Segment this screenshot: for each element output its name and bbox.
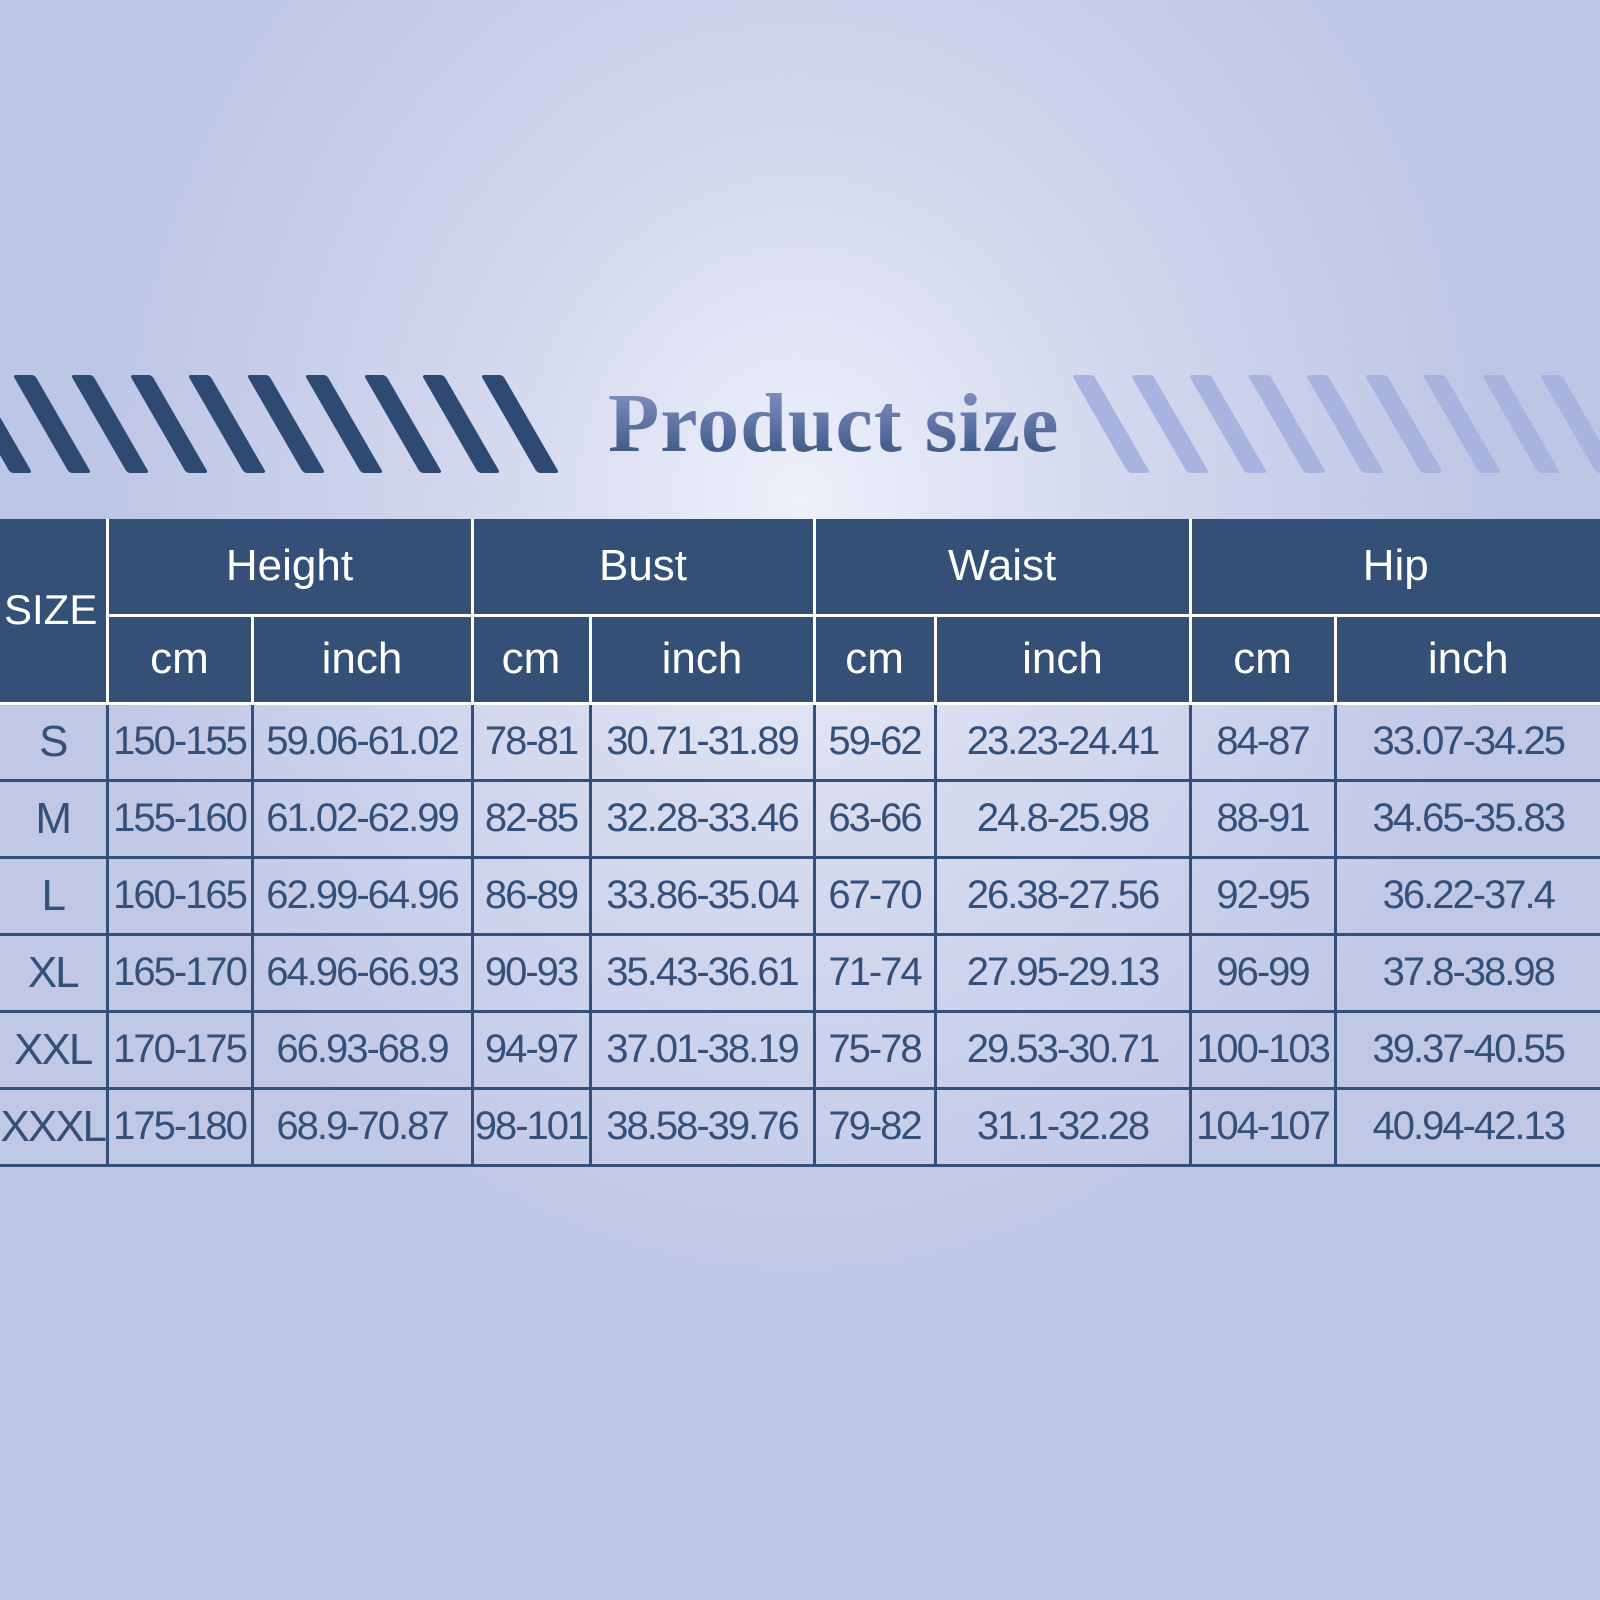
unit-header-cm: cm: [470, 615, 592, 705]
measurement-cell: 33.86-35.04: [588, 855, 816, 936]
size-label: XXXL: [0, 1086, 109, 1167]
measurement-cell: 90-93: [470, 932, 592, 1013]
measurement-cell: 64.96-66.93: [250, 932, 474, 1013]
measurement-cell: 86-89: [470, 855, 592, 936]
table-row: L 160-165 62.99-64.96 86-89 33.86-35.04 67-70…: [0, 855, 1600, 936]
measurement-cell: 175-180: [105, 1086, 254, 1167]
size-label: XXL: [0, 1009, 109, 1090]
size-label: L: [0, 855, 109, 936]
measurement-cell: 160-165: [105, 855, 254, 936]
stripes-left-decoration: [0, 375, 600, 473]
table-row: M 155-160 61.02-62.99 82-85 32.28-33.46 63-66…: [0, 778, 1600, 859]
measurement-cell: 170-175: [105, 1009, 254, 1090]
measurement-cell: 82-85: [470, 778, 592, 859]
measurement-cell: 155-160: [105, 778, 254, 859]
measurement-cell: 59-62: [812, 701, 937, 782]
table-row: XL 165-170 64.96-66.93 90-93 35.43-36.61 71-7…: [0, 932, 1600, 1013]
measurement-cell: 88-91: [1188, 778, 1337, 859]
measurement-cell: 31.1-32.28: [933, 1086, 1192, 1167]
measurement-cell: 79-82: [812, 1086, 937, 1167]
measurement-cell: 26.38-27.56: [933, 855, 1192, 936]
measurement-cell: 100-103: [1188, 1009, 1337, 1090]
measurement-cell: 40.94-42.13: [1333, 1086, 1600, 1167]
measurement-cell: 68.9-70.87: [250, 1086, 474, 1167]
measurement-cell: 33.07-34.25: [1333, 701, 1600, 782]
measurement-cell: 30.71-31.89: [588, 701, 816, 782]
unit-header-inch: inch: [933, 615, 1192, 705]
unit-header-inch: inch: [250, 615, 474, 705]
measurement-cell: 29.53-30.71: [933, 1009, 1192, 1090]
measurement-cell: 59.06-61.02: [250, 701, 474, 782]
group-header-hip: Hip: [1188, 519, 1600, 617]
table-row: XXL 170-175 66.93-68.9 94-97 37.01-38.19 75-7…: [0, 1009, 1600, 1090]
measurement-cell: 150-155: [105, 701, 254, 782]
measurement-cell: 62.99-64.96: [250, 855, 474, 936]
measurement-cell: 36.22-37.4: [1333, 855, 1600, 936]
measurement-cell: 96-99: [1188, 932, 1337, 1013]
size-label: S: [0, 701, 109, 782]
group-header-bust: Bust: [470, 519, 816, 617]
unit-header-inch: inch: [1333, 615, 1600, 705]
measurement-cell: 165-170: [105, 932, 254, 1013]
measurement-cell: 24.8-25.98: [933, 778, 1192, 859]
measurement-cell: 38.58-39.76: [588, 1086, 816, 1167]
size-label: XL: [0, 932, 109, 1013]
measurement-cell: 94-97: [470, 1009, 592, 1090]
size-header: SIZE: [0, 519, 109, 705]
measurement-cell: 71-74: [812, 932, 937, 1013]
measurement-cell: 66.93-68.9: [250, 1009, 474, 1090]
measurement-cell: 39.37-40.55: [1333, 1009, 1600, 1090]
measurement-cell: 98-101: [470, 1086, 592, 1167]
unit-header-cm: cm: [1188, 615, 1337, 705]
unit-header-cm: cm: [107, 615, 254, 705]
table-row: XXXL 175-180 68.9-70.87 98-101 38.58-39.76 79…: [0, 1086, 1600, 1167]
measurement-cell: 61.02-62.99: [250, 778, 474, 859]
measurement-cell: 78-81: [470, 701, 592, 782]
measurement-cell: 75-78: [812, 1009, 937, 1090]
group-header-height: Height: [105, 519, 474, 617]
measurement-cell: 67-70: [812, 855, 937, 936]
measurement-cell: 104-107: [1188, 1086, 1337, 1167]
measurement-cell: 23.23-24.41: [933, 701, 1192, 782]
group-header-waist: Waist: [812, 519, 1192, 617]
table-row: S 150-155 59.06-61.02 78-81 30.71-31.89 59-62…: [0, 701, 1600, 782]
size-chart-table: SIZE Height Bust Waist Hip cm inch cm inch c…: [0, 519, 1600, 1167]
measurement-cell: 63-66: [812, 778, 937, 859]
measurement-cell: 32.28-33.46: [588, 778, 816, 859]
measurement-cell: 27.95-29.13: [933, 932, 1192, 1013]
measurement-cell: 92-95: [1188, 855, 1337, 936]
measurement-cell: 35.43-36.61: [588, 932, 816, 1013]
measurement-cell: 84-87: [1188, 701, 1337, 782]
measurement-cell: 37.01-38.19: [588, 1009, 816, 1090]
unit-header-inch: inch: [588, 615, 816, 705]
measurement-cell: 37.8-38.98: [1333, 932, 1600, 1013]
page-title: Product size: [608, 377, 1060, 470]
measurement-cell: 34.65-35.83: [1333, 778, 1600, 859]
unit-header-cm: cm: [812, 615, 937, 705]
size-label: M: [0, 778, 109, 859]
stripes-right-decoration: [1071, 375, 1600, 473]
